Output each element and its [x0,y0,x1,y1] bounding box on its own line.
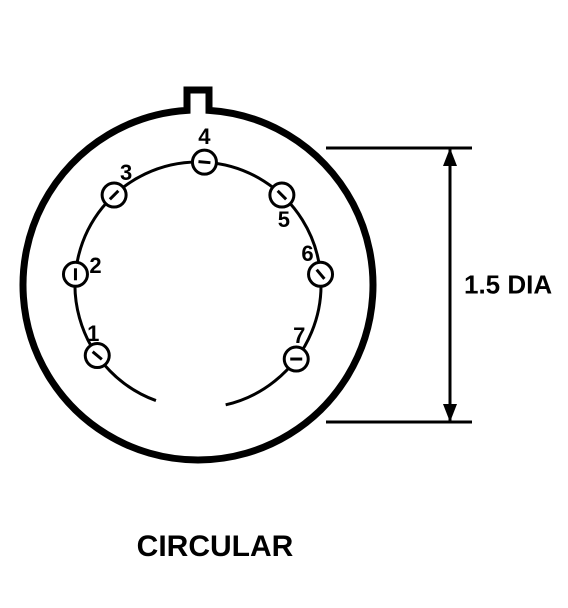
dimension-label: 1.5 DIA [464,270,552,301]
dim-arrow-top [443,148,457,166]
pin-label: 1 [87,321,99,347]
dim-arrow-bot [443,404,457,422]
pin-label: 4 [198,124,210,150]
caption-label: CIRCULAR [137,530,294,564]
pin-label: 6 [301,241,313,267]
diagram-root: 1.5 DIA CIRCULAR 1 2 3 4 56 7 [0,0,568,608]
diagram-svg [0,0,568,608]
pin-label: 5 [278,207,290,233]
pin-label: 2 [89,253,101,279]
pin-slot [198,162,210,163]
pin-label: 7 [293,323,305,349]
pin-label: 3 [120,160,132,186]
